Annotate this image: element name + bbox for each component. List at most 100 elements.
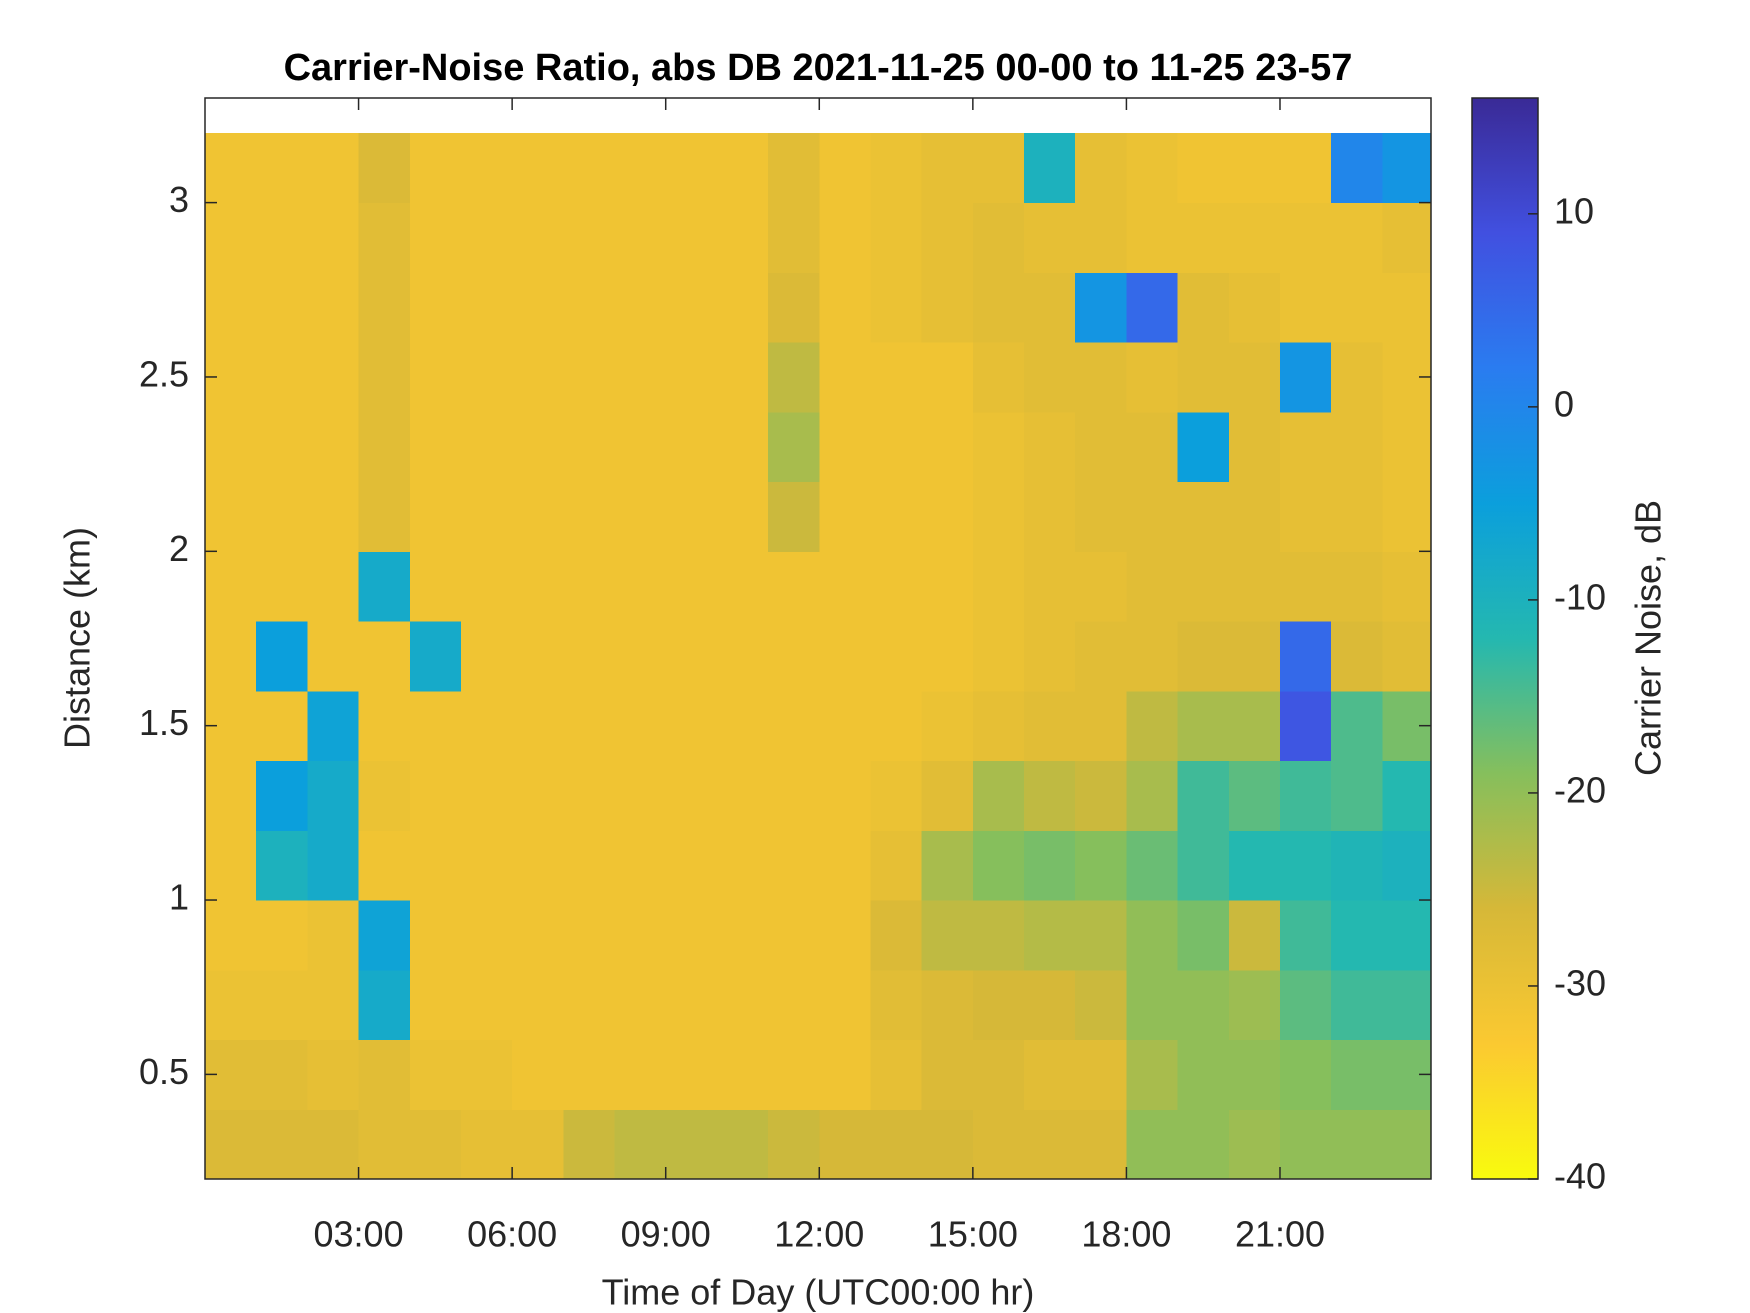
heatmap-cell [1228,830,1281,901]
x-tick-label: 12:00 [774,1214,864,1255]
heatmap-cell [409,1039,462,1110]
heatmap-cell [1075,1039,1127,1110]
heatmap-cell [358,1039,411,1110]
heatmap-cell [1024,690,1076,762]
heatmap-cell [307,411,360,483]
heatmap-cell [870,202,923,273]
heatmap-cell [921,481,974,552]
heatmap-cell [768,411,820,483]
heatmap-cell [870,969,923,1041]
heatmap-cell [1177,690,1230,762]
heatmap-cell [1331,132,1383,204]
heatmap-cell [1228,621,1281,692]
heatmap-cell [1126,969,1179,1041]
heatmap-cell [1075,900,1127,971]
heatmap-cell [205,900,257,971]
heatmap-cell [921,1109,974,1179]
heatmap-cell [1331,342,1383,413]
heatmap-cell [819,621,871,692]
heatmap-cell [358,830,411,901]
heatmap-cell [205,551,257,622]
heatmap [205,132,1431,1179]
heatmap-cell [1331,272,1383,343]
heatmap-cell [1177,1039,1230,1110]
heatmap-cell [768,551,820,622]
heatmap-cell [307,202,360,273]
heatmap-cell [870,1109,923,1179]
heatmap-cell [1177,342,1230,413]
heatmap-cell [512,481,564,552]
heatmap-cell [307,132,360,204]
heatmap-cell [1126,132,1179,204]
heatmap-cell [819,272,871,343]
heatmap-cell [819,411,871,483]
heatmap-cell [358,272,411,343]
heatmap-cell [1024,830,1076,901]
heatmap-cell [512,1109,564,1179]
heatmap-cell [205,411,257,483]
heatmap-cell [256,272,308,343]
heatmap-cell [512,342,564,413]
heatmap-cell [1126,1109,1179,1179]
heatmap-cell [1177,760,1230,831]
heatmap-cell [614,481,667,552]
heatmap-cell [1024,411,1076,483]
heatmap-cell [614,760,667,831]
colorbar-box [1471,97,1539,1180]
heatmap-cell [768,1109,820,1179]
heatmap-cell [972,272,1025,343]
x-tick-label: 06:00 [467,1214,557,1255]
heatmap-cell [870,272,923,343]
heatmap-cell [1279,760,1332,831]
heatmap-cell [1075,830,1127,901]
heatmap-cell [256,202,308,273]
heatmap-cell [358,342,411,413]
heatmap-cell [1279,621,1332,692]
heatmap-cell [409,342,462,413]
heatmap-cell [460,760,513,831]
heatmap-cell [665,830,718,901]
heatmap-cell [1382,202,1431,273]
heatmap-cell [972,481,1025,552]
heatmap-cell [1024,1039,1076,1110]
heatmap-cell [921,760,974,831]
heatmap-cell [512,900,564,971]
heatmap-cell [460,481,513,552]
x-tick-label: 15:00 [928,1214,1018,1255]
x-tick-label: 09:00 [621,1214,711,1255]
heatmap-cell [1279,342,1332,413]
heatmap-cell [1126,690,1179,762]
heatmap-cell [1279,830,1332,901]
heatmap-cell [512,411,564,483]
heatmap-cell [716,202,769,273]
heatmap-cell [1331,969,1383,1041]
heatmap-cell [1331,1039,1383,1110]
heatmap-cell [256,969,308,1041]
colorbar-label: Carrier Noise, dB [1628,500,1669,776]
heatmap-cell [563,551,616,622]
heatmap-cell [1331,830,1383,901]
heatmap-cell [512,1039,564,1110]
heatmap-cell [1331,900,1383,971]
heatmap-cell [870,1039,923,1110]
heatmap-cell [1228,1109,1281,1179]
chart-title: Carrier-Noise Ratio, abs DB 2021-11-25 0… [284,47,1353,89]
heatmap-cell [409,760,462,831]
heatmap-cell [716,621,769,692]
heatmap-cell [665,900,718,971]
heatmap-cell [870,900,923,971]
heatmap-cell [1279,969,1332,1041]
heatmap-cell [1228,969,1281,1041]
heatmap-cell [1228,202,1281,273]
heatmap-cell [1279,132,1332,204]
heatmap-cell [1126,202,1179,273]
heatmap-cell [1024,481,1076,552]
heatmap-cell [972,830,1025,901]
heatmap-cell [614,830,667,901]
colorbar-tick-label: 0 [1554,383,1574,424]
heatmap-cell [716,900,769,971]
heatmap-cell [1126,272,1179,343]
heatmap-cell [972,1039,1025,1110]
heatmap-cell [409,690,462,762]
heatmap-cell [460,551,513,622]
